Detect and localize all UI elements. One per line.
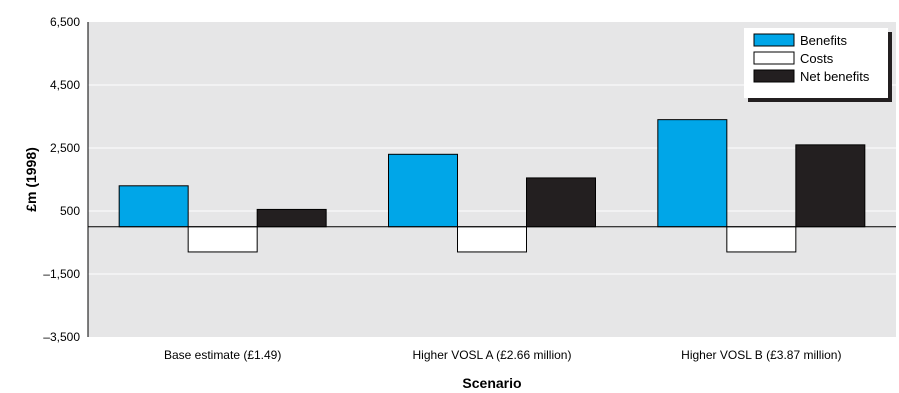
bar-costs xyxy=(726,226,797,253)
bar-benefits xyxy=(657,119,728,228)
x-tick-label: Higher VOSL B (£3.87 million) xyxy=(681,348,841,362)
y-tick-labels: 6,500 4,500 2,500 500 –1,500 –3,500 xyxy=(43,15,80,344)
y-tick-label: 500 xyxy=(60,204,80,218)
bar-net-benefits xyxy=(795,144,866,228)
legend-swatch-benefits xyxy=(753,33,795,47)
bar-costs xyxy=(457,226,527,253)
bar-benefits xyxy=(388,153,458,228)
y-tick-label: –1,500 xyxy=(43,267,80,281)
y-tick-label: 2,500 xyxy=(50,141,80,155)
legend: Benefits Costs Net benefits xyxy=(744,28,892,102)
bar-benefits xyxy=(118,185,189,228)
x-axis-title: Scenario xyxy=(462,375,521,391)
bar-net-benefits xyxy=(526,177,596,228)
y-tick-label: 4,500 xyxy=(50,78,80,92)
bars xyxy=(118,119,866,253)
y-tick-label: –3,500 xyxy=(43,330,80,344)
legend-label-costs: Costs xyxy=(800,51,834,66)
y-tick-label: 6,500 xyxy=(50,15,80,29)
x-tick-label: Higher VOSL A (£2.66 million) xyxy=(413,348,572,362)
legend-label-net-benefits: Net benefits xyxy=(800,69,870,84)
x-tick-label: Base estimate (£1.49) xyxy=(164,348,281,362)
y-axis-title: £m (1998) xyxy=(23,147,39,212)
x-tick-labels: Base estimate (£1.49) Higher VOSL A (£2.6… xyxy=(164,348,842,362)
legend-swatch-net-benefits xyxy=(753,69,795,83)
legend-swatch-costs xyxy=(753,51,795,65)
legend-label-benefits: Benefits xyxy=(800,33,847,48)
bar-net-benefits xyxy=(256,208,327,228)
bar-costs xyxy=(187,226,258,253)
